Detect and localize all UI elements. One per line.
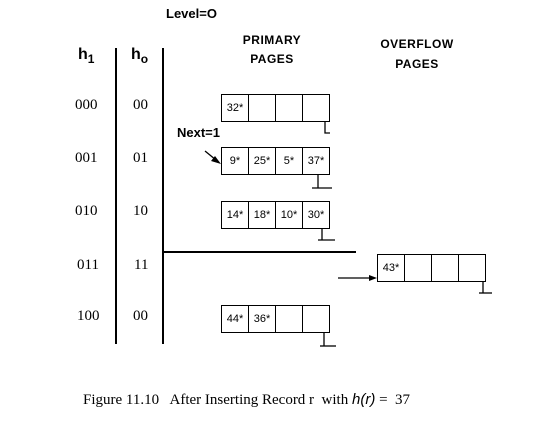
row-0-h1: 000 xyxy=(75,97,98,113)
row-1-h0: 01 xyxy=(133,150,148,166)
bucket-4-slot-4 xyxy=(302,305,330,333)
h0-pages-divider xyxy=(162,48,164,344)
row-3-h0: 11 xyxy=(134,257,149,273)
overflow-header-line2: PAGES xyxy=(395,57,439,71)
row-4-h0: 00 xyxy=(133,308,148,324)
overflow-pages-header: OVERFLOW PAGES xyxy=(372,37,462,71)
h1-header-base: h xyxy=(78,46,88,63)
overflow-slot-4 xyxy=(458,254,486,282)
bucket-2-slot-3: 10* xyxy=(275,201,303,229)
h0-header-sub: o xyxy=(140,52,149,67)
bucket-0-slot-4 xyxy=(302,94,330,122)
figure-caption: Figure 11.10 After Inserting Record r wi… xyxy=(83,391,410,409)
row-3-h1: 011 xyxy=(77,257,99,273)
bucket-1-slot-3: 5* xyxy=(275,147,303,175)
overflow-slot-3 xyxy=(431,254,459,282)
caption-prefix: Figure 11.10 After Inserting Record r wi… xyxy=(83,392,352,408)
overflow-header-line1: OVERFLOW xyxy=(380,37,454,51)
next-arrow-head xyxy=(211,156,221,164)
h0-header: ho xyxy=(131,46,148,66)
primary-header-line2: PAGES xyxy=(250,52,294,66)
h1-header-sub: 1 xyxy=(87,52,95,67)
h1-header: h1 xyxy=(78,46,94,66)
bucket-4-slot-1: 44* xyxy=(221,305,249,333)
split-boundary-line xyxy=(162,251,356,253)
bucket-1-slot-1: 9* xyxy=(221,147,249,175)
overflow-arrow-head xyxy=(369,275,377,281)
row-2-h1: 010 xyxy=(75,203,98,219)
h0-header-base: h xyxy=(131,46,141,63)
caption-function: h(r) xyxy=(351,391,376,408)
overflow-slot-1: 43* xyxy=(377,254,405,282)
row-0-h0: 00 xyxy=(133,97,148,113)
bucket-2-slot-2: 18* xyxy=(248,201,276,229)
bucket-2-slot-4: 30* xyxy=(302,201,330,229)
bucket-1-slot-4: 37* xyxy=(302,147,330,175)
primary-pages-header: PRIMARY PAGES xyxy=(232,33,312,66)
level-label: Level=O xyxy=(166,6,217,21)
bucket-2-slot-1: 14* xyxy=(221,201,249,229)
row-2-h0: 10 xyxy=(133,203,148,219)
row-1-h1: 001 xyxy=(75,150,98,166)
primary-header-line1: PRIMARY xyxy=(242,33,302,47)
caption-suffix: = 37 xyxy=(375,392,411,408)
h1-h0-divider xyxy=(115,48,117,344)
row-4-h1: 100 xyxy=(77,308,100,324)
next-pointer-label: Next=1 xyxy=(177,125,220,140)
bucket-0-pointer-stub xyxy=(324,122,330,134)
bucket-0-slot-2 xyxy=(248,94,276,122)
